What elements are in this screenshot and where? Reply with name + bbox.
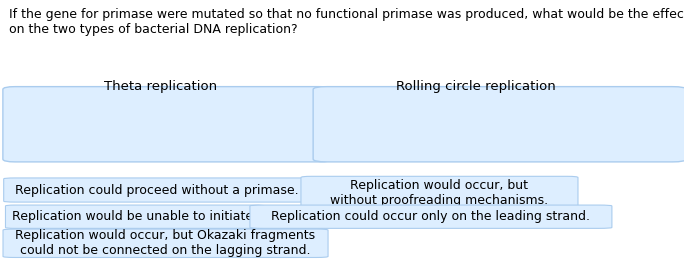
Text: Replication would occur, but
without proofreading mechanisms.: Replication would occur, but without pro…	[330, 179, 549, 207]
Text: Theta replication: Theta replication	[104, 80, 218, 93]
Text: If the gene for primase were mutated so that no functional primase was produced,: If the gene for primase were mutated so …	[9, 8, 684, 36]
Text: Replication would be unable to initiate.: Replication would be unable to initiate.	[12, 210, 257, 223]
FancyBboxPatch shape	[5, 205, 264, 228]
FancyBboxPatch shape	[3, 87, 332, 162]
Text: Rolling circle replication: Rolling circle replication	[395, 80, 555, 93]
Text: Replication would occur, but Okazaki fragments
could not be connected on the lag: Replication would occur, but Okazaki fra…	[16, 229, 315, 257]
FancyBboxPatch shape	[3, 178, 311, 202]
Text: Replication could proceed without a primase.: Replication could proceed without a prim…	[15, 184, 299, 196]
Text: Replication could occur only on the leading strand.: Replication could occur only on the lead…	[272, 210, 590, 223]
FancyBboxPatch shape	[3, 229, 328, 257]
FancyBboxPatch shape	[313, 87, 684, 162]
FancyBboxPatch shape	[250, 205, 612, 228]
FancyBboxPatch shape	[301, 176, 578, 209]
